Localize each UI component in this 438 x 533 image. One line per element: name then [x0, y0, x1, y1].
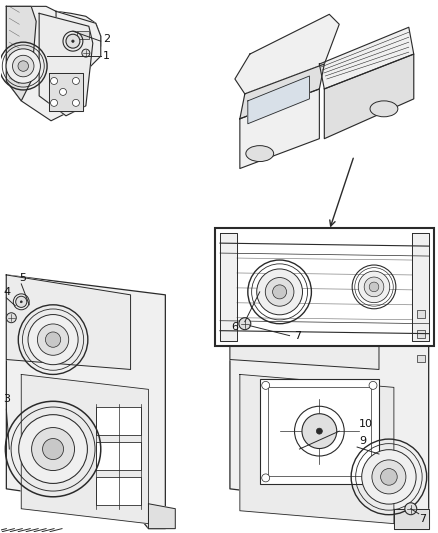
Text: 2: 2	[103, 34, 110, 44]
Circle shape	[272, 285, 286, 299]
Polygon shape	[240, 375, 394, 523]
Polygon shape	[39, 13, 93, 116]
Circle shape	[20, 301, 22, 303]
Circle shape	[239, 318, 251, 330]
Circle shape	[7, 313, 16, 322]
Text: 9: 9	[359, 436, 366, 446]
Circle shape	[262, 474, 270, 482]
Circle shape	[369, 382, 377, 389]
Text: 4: 4	[4, 287, 11, 297]
Circle shape	[50, 99, 57, 107]
Circle shape	[60, 88, 67, 95]
Bar	[77, 31, 89, 39]
Circle shape	[72, 40, 74, 43]
Bar	[96, 442, 141, 470]
Circle shape	[302, 414, 337, 449]
Polygon shape	[230, 282, 429, 529]
Circle shape	[72, 99, 79, 107]
Polygon shape	[240, 89, 319, 168]
Polygon shape	[324, 54, 414, 139]
Text: 3: 3	[4, 394, 11, 405]
Circle shape	[28, 314, 78, 365]
Polygon shape	[235, 14, 339, 94]
Circle shape	[316, 428, 322, 434]
Polygon shape	[230, 282, 379, 369]
Text: 7: 7	[294, 330, 302, 341]
Circle shape	[18, 61, 28, 71]
Circle shape	[32, 427, 74, 471]
Circle shape	[50, 77, 57, 84]
Text: 1: 1	[103, 51, 110, 61]
Polygon shape	[7, 275, 165, 529]
Circle shape	[358, 271, 390, 303]
Bar	[215, 228, 434, 345]
Polygon shape	[49, 73, 83, 111]
Polygon shape	[248, 76, 309, 124]
Circle shape	[16, 296, 27, 308]
Polygon shape	[148, 504, 175, 529]
Polygon shape	[56, 11, 101, 111]
Circle shape	[381, 469, 397, 485]
Ellipse shape	[370, 101, 398, 117]
Circle shape	[19, 415, 88, 483]
Circle shape	[46, 332, 61, 348]
Bar	[96, 477, 141, 505]
Circle shape	[369, 282, 379, 292]
Bar	[96, 407, 141, 435]
Polygon shape	[21, 375, 148, 523]
Circle shape	[364, 277, 384, 297]
Bar	[417, 310, 425, 318]
Circle shape	[37, 324, 69, 356]
Bar	[260, 379, 379, 484]
Polygon shape	[394, 508, 429, 529]
Text: 5: 5	[19, 273, 26, 283]
Polygon shape	[7, 6, 101, 121]
Polygon shape	[7, 275, 131, 369]
Bar	[417, 330, 425, 337]
Circle shape	[66, 34, 80, 48]
Polygon shape	[220, 233, 237, 341]
Polygon shape	[240, 64, 324, 119]
Circle shape	[82, 49, 90, 57]
Text: 6: 6	[231, 322, 238, 332]
Circle shape	[262, 382, 270, 389]
Circle shape	[72, 77, 79, 84]
Circle shape	[42, 439, 64, 459]
Polygon shape	[319, 27, 414, 89]
Circle shape	[6, 49, 40, 83]
Text: 7: 7	[419, 514, 426, 524]
Text: 10: 10	[359, 419, 373, 429]
Circle shape	[372, 460, 406, 494]
Circle shape	[405, 503, 417, 515]
Circle shape	[369, 474, 377, 482]
Polygon shape	[412, 233, 429, 341]
Circle shape	[265, 278, 294, 306]
Ellipse shape	[246, 146, 274, 161]
Circle shape	[13, 55, 34, 77]
Circle shape	[362, 450, 416, 504]
Polygon shape	[7, 6, 36, 101]
Circle shape	[257, 269, 303, 315]
Bar	[417, 354, 425, 362]
Bar	[268, 387, 371, 476]
